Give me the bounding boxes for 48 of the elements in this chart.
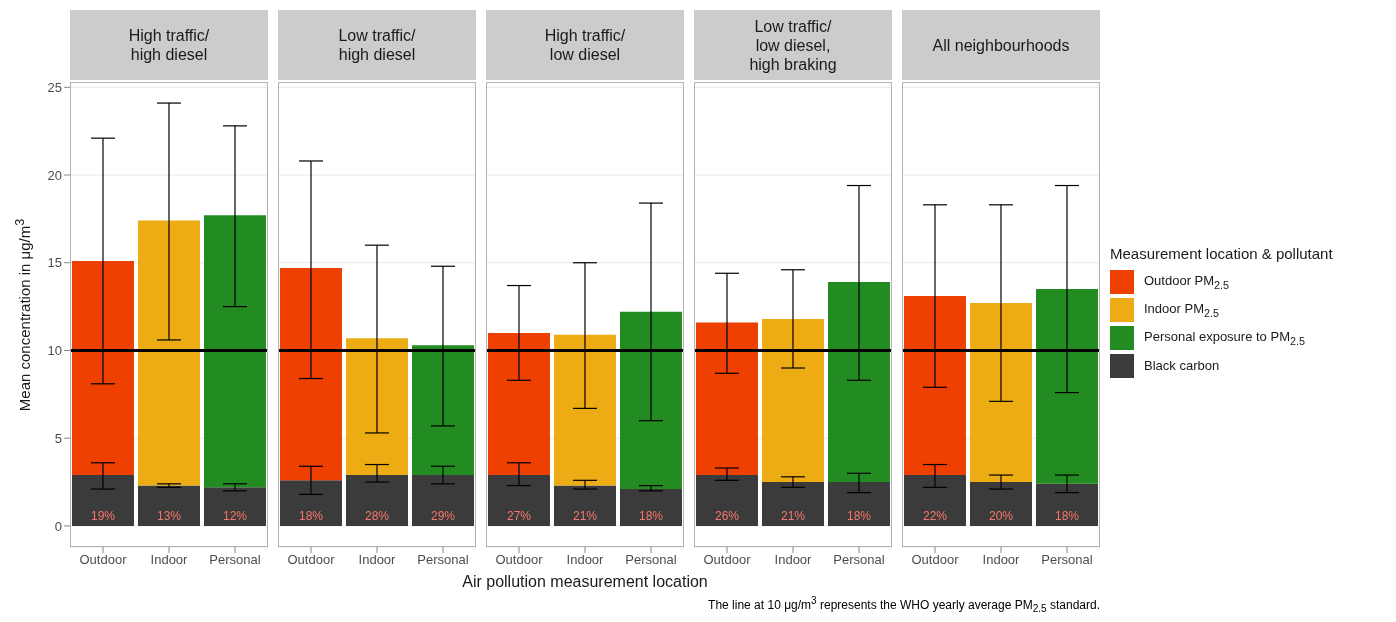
legend-label: Indoor PM$_{2.5}$ — [1144, 300, 1220, 319]
chart-title: High traffic/ low diesel — [544, 26, 626, 64]
x-axis-title: Air pollution measurement location — [462, 573, 708, 592]
x-tick-label: Outdoor — [703, 552, 752, 568]
annotation: 19% — [90, 508, 116, 523]
text: The line at 10 μg/m$^{3}$ represents the WHO yearly average PM$_{2.5}$ standard. — [708, 595, 1100, 615]
annotation: 18% — [846, 508, 872, 523]
annotation: 27% — [506, 508, 532, 523]
x-tick-label: Outdoor — [287, 552, 336, 568]
annotation: 26% — [714, 508, 740, 523]
annotation: 21% — [780, 508, 806, 523]
x-tick-label: Outdoor — [495, 552, 544, 568]
annotation: 18% — [1054, 508, 1080, 523]
x-tick-label: Personal — [833, 552, 885, 568]
annotation: 28% — [364, 508, 390, 523]
x-tick-label: Indoor — [150, 552, 189, 568]
x-tick-label: Personal — [625, 552, 677, 568]
annotation: 21% — [572, 508, 598, 523]
y-tick-label: 20 — [47, 167, 62, 183]
chart-title: Low traffic/ low diesel, high braking — [749, 16, 837, 74]
annotation: 20% — [988, 508, 1014, 523]
chart-title: High traffic/ high diesel — [128, 26, 210, 64]
chart-title: Low traffic/ high diesel — [338, 26, 416, 64]
y-tick-label: 5 — [54, 430, 62, 446]
x-tick-label: Personal — [417, 552, 469, 568]
x-tick-label: Indoor — [358, 552, 397, 568]
x-tick-label: Indoor — [566, 552, 605, 568]
annotation: 12% — [222, 508, 248, 523]
legend-label: Outdoor PM$_{2.5}$ — [1144, 272, 1230, 291]
x-tick-label: Personal — [1041, 552, 1093, 568]
annotation: 22% — [922, 508, 948, 523]
chart-title: All neighbourhoods — [932, 35, 1070, 55]
legend-title: Measurement location & pollutant — [1110, 244, 1333, 262]
x-tick-label: Indoor — [982, 552, 1021, 568]
annotation: 18% — [298, 508, 324, 523]
x-tick-label: Indoor — [774, 552, 813, 568]
y-tick-label: 15 — [47, 255, 62, 271]
annotation: 13% — [156, 508, 182, 523]
y-tick-label: 25 — [47, 79, 62, 95]
legend-label: Black carbon — [1144, 358, 1220, 373]
x-tick-label: Personal — [209, 552, 261, 568]
x-tick-label: Outdoor — [911, 552, 960, 568]
x-tick-label: Outdoor — [79, 552, 128, 568]
y-tick-label: 0 — [54, 518, 62, 534]
annotation: 18% — [638, 508, 664, 523]
y-tick-label: 10 — [47, 343, 62, 359]
annotation: 29% — [430, 508, 456, 523]
legend-label: Personal exposure to PM$_{2.5}$ — [1144, 328, 1306, 347]
